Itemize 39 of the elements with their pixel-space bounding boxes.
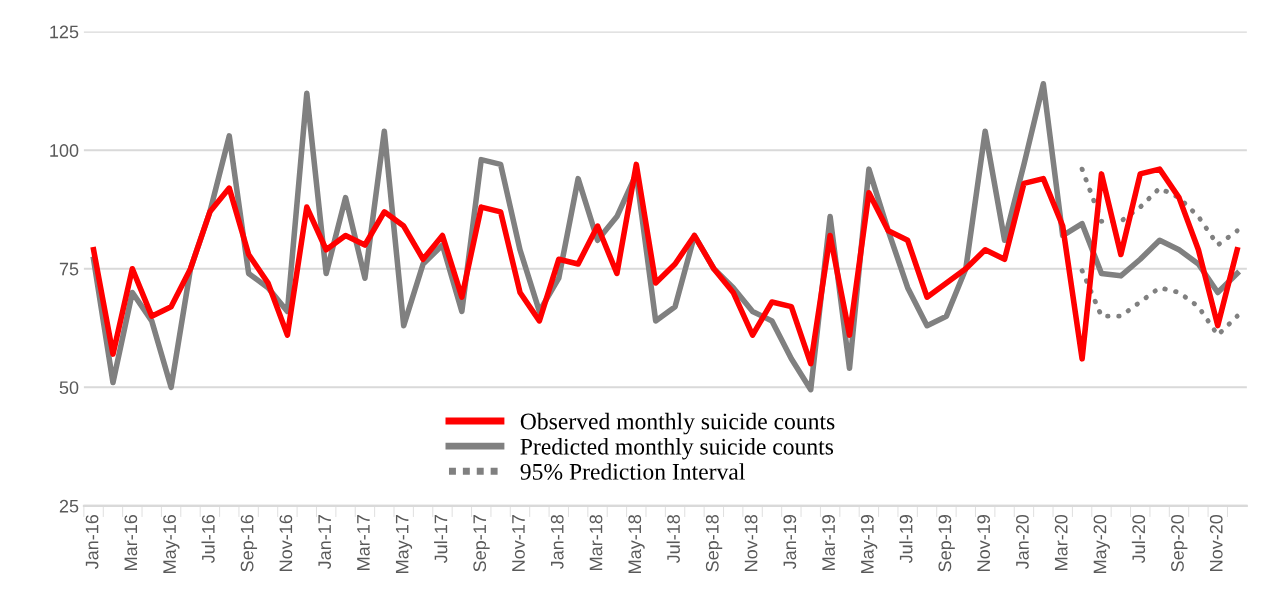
x-tick-label: Mar-20 (1054, 514, 1068, 570)
line-series (1079, 166, 1240, 248)
legend-label: Observed monthly suicide counts (520, 412, 835, 435)
x-tick-label: Nov-20 (1209, 514, 1223, 571)
y-tick-label: 50 (59, 381, 79, 395)
x-tick-label: Jan-16 (85, 514, 99, 570)
x-tick-label: Sep-17 (473, 515, 490, 572)
legend-label: 95% Prediction Interval (520, 463, 745, 480)
legend-label: Predicted monthly suicide counts (520, 438, 834, 460)
y-tick-label: 75 (59, 262, 79, 276)
x-tick-label: Nov-16 (279, 514, 293, 571)
x-tick-label: Sep-19 (938, 515, 955, 572)
x-tick-label: Jul-17 (434, 515, 448, 564)
x-tick-label: May-19 (860, 515, 878, 573)
x-tick-label: Sep-20 (1171, 514, 1188, 572)
x-tick-label: Jul-20 (1131, 514, 1146, 564)
x-tick-label: Jan-19 (783, 515, 797, 570)
x-tick-label: May-17 (395, 515, 413, 573)
x-tick-label: Mar-17 (357, 515, 370, 570)
x-tick-label: Jul-18 (666, 514, 680, 564)
x-tick-label: Jul-19 (899, 515, 913, 564)
x-tick-label: May-16 (163, 514, 180, 573)
y-tick-label: 125 (50, 25, 79, 39)
x-tick-label: Jan-17 (318, 515, 332, 570)
x-tick-label: May-18 (628, 514, 645, 573)
x-tick-label: Mar-19 (822, 515, 835, 570)
x-tick-label: Nov-19 (977, 515, 991, 571)
x-tick-label: Jan-20 (1016, 514, 1029, 570)
x-tick-label: Sep-16 (240, 514, 258, 572)
x-tick-label: Jul-16 (201, 514, 215, 564)
x-tick-label: Mar-16 (124, 514, 138, 570)
x-tick-label: May-20 (1093, 514, 1110, 573)
x-tick-label: Mar-18 (589, 514, 603, 570)
x-tick-label: Jan-18 (550, 514, 564, 570)
y-tick-label: 25 (59, 499, 79, 513)
y-tick-label: 100 (50, 144, 79, 157)
x-tick-label: Nov-18 (744, 514, 758, 571)
x-tick-label: Sep-18 (705, 514, 723, 572)
x-tick-label: Nov-17 (512, 515, 525, 571)
